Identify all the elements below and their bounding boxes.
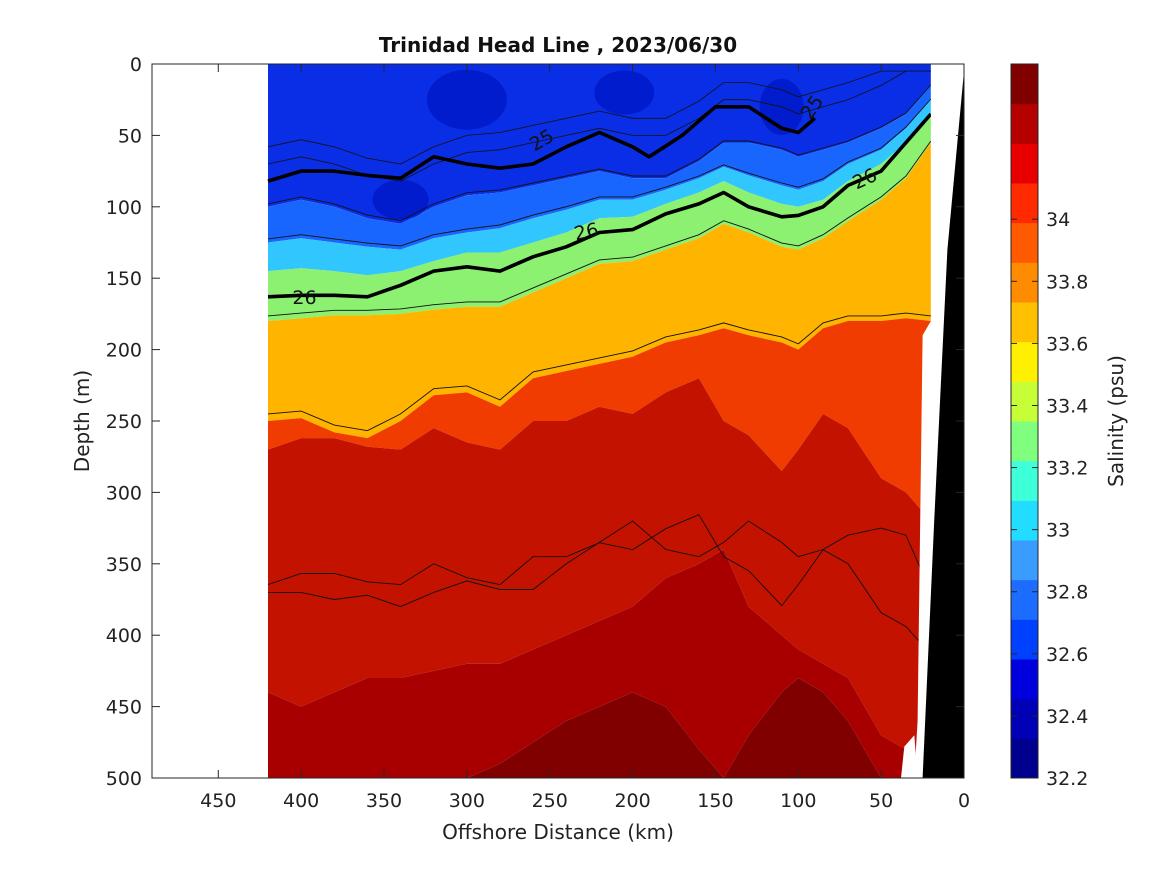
bathymetry-layer <box>901 64 964 779</box>
x-tick-label: 450 <box>200 790 236 812</box>
x-tick-label: 350 <box>366 790 402 812</box>
contour-label: 26 <box>572 219 600 246</box>
colorbar-tick-label: 33.8 <box>1046 271 1088 293</box>
salinity-band-4 <box>268 142 931 439</box>
x-axis: 450 400 350 300 250 200 150 100 50 0 <box>200 64 970 812</box>
colorbar-swatch <box>1011 103 1038 144</box>
density-contour-thin <box>267 70 931 182</box>
colorbar-tick-label: 32.6 <box>1046 644 1088 666</box>
y-tick-label: 450 <box>106 697 142 719</box>
colorbar-swatch <box>1011 738 1038 779</box>
chart-title: Trinidad Head Line , 2023/06/30 <box>379 33 737 57</box>
y-tick-label: 350 <box>106 554 142 576</box>
colorbar-swatch <box>1011 381 1038 422</box>
colorbar-swatch <box>1011 64 1038 105</box>
colorbar-swatch <box>1011 460 1038 501</box>
colorbar-swatch <box>1011 579 1038 620</box>
contour-label: 26 <box>292 287 316 309</box>
salinity-band-3 <box>268 114 931 321</box>
y-tick-label: 500 <box>106 768 142 790</box>
y-tick-label: 50 <box>118 125 142 147</box>
colorbar-swatch <box>1011 302 1038 343</box>
y-tick-label: 100 <box>106 197 142 219</box>
density-contour-26 <box>267 112 933 299</box>
colorbar-swatch <box>1011 698 1038 739</box>
x-tick-label: 50 <box>869 790 893 812</box>
colorbar-tick-label: 33.4 <box>1046 395 1088 417</box>
colorbar-tick-label: 33 <box>1046 520 1070 542</box>
x-tick-label: 0 <box>958 790 970 812</box>
y-axis-label: Depth (m) <box>70 370 94 472</box>
colorbar-tick-label: 32.4 <box>1046 706 1088 728</box>
salinity-band-deep <box>268 678 931 778</box>
seafloor-bathymetry <box>922 71 964 779</box>
no-data-mask <box>901 735 918 778</box>
colorbar-swatch <box>1011 143 1038 184</box>
low-salinity-pocket <box>372 179 429 220</box>
colorbar-swatch <box>1011 341 1038 382</box>
low-salinity-pocket <box>594 70 655 115</box>
colorbar-tick-label: 34 <box>1046 209 1070 231</box>
salinity-band-7 <box>268 549 931 778</box>
y-tick-label: 250 <box>106 411 142 433</box>
x-tick-label: 200 <box>614 790 650 812</box>
colorbar-swatch <box>1011 500 1038 541</box>
y-axis: 0 50 100 150 200 250 300 350 400 450 500 <box>106 54 964 790</box>
colorbar-swatch <box>1011 659 1038 700</box>
y-tick-label: 400 <box>106 625 142 647</box>
colorbar-tick-label: 32.8 <box>1046 582 1088 604</box>
density-contour-thin <box>267 98 932 247</box>
density-contour-thin <box>267 70 931 165</box>
colorbar-swatch <box>1011 262 1038 303</box>
x-tick-label: 100 <box>780 790 816 812</box>
contour-fill-layer <box>268 64 931 778</box>
y-tick-label: 150 <box>106 268 142 290</box>
salinity-band-5 <box>268 318 931 521</box>
colorbar-tick-label: 32.2 <box>1046 768 1088 790</box>
density-contour-thin <box>267 514 932 655</box>
x-tick-label: 250 <box>532 790 568 812</box>
density-contour-thin <box>267 140 932 317</box>
colorbar: 32.2 32.4 32.6 32.8 33 33.2 33.4 33.6 33.8 34 <box>1010 63 1088 790</box>
x-tick-label: 400 <box>283 790 319 812</box>
colorbar-tick-label: 33.6 <box>1046 333 1088 355</box>
y-tick-label: 300 <box>106 482 142 504</box>
density-contour-thin <box>267 84 932 222</box>
colorbar-swatch <box>1011 540 1038 581</box>
low-salinity-pocket <box>426 69 507 130</box>
colorbar-label: Salinity (psu) <box>1104 355 1128 487</box>
density-contour-25 <box>267 105 817 183</box>
density-contour-thin <box>267 312 931 432</box>
salinity-band-1 <box>268 85 931 250</box>
colorbar-frame <box>1010 63 1039 779</box>
colorbar-swatch <box>1011 421 1038 462</box>
colorbar-swatch <box>1011 183 1038 224</box>
colorbar-swatch <box>1011 222 1038 263</box>
colorbar-swatch <box>1011 619 1038 660</box>
y-tick-label: 0 <box>130 54 142 76</box>
density-contour-thin <box>268 520 932 608</box>
x-tick-label: 300 <box>449 790 485 812</box>
salinity-band-2 <box>268 99 931 276</box>
x-tick-label: 150 <box>697 790 733 812</box>
x-axis-label: Offshore Distance (km) <box>442 820 674 844</box>
y-tick-label: 200 <box>106 340 142 362</box>
colorbar-tick-label: 33.2 <box>1046 458 1088 480</box>
contour-line-layer <box>267 70 933 655</box>
salinity-band-6 <box>268 378 931 778</box>
